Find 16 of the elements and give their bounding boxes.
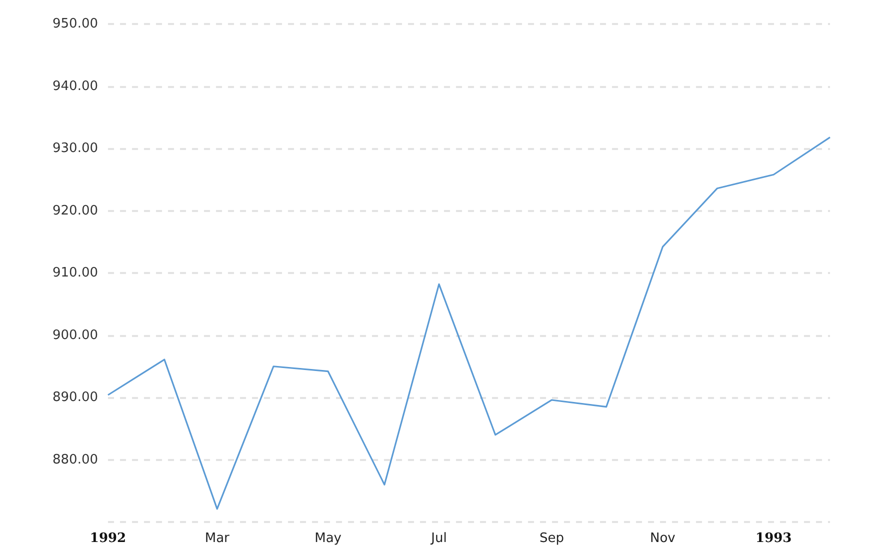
y-tick-label: 950.00 <box>52 16 98 32</box>
x-tick-label: Sep <box>539 531 564 546</box>
y-tick-label: 880.00 <box>52 452 98 468</box>
y-tick-label: 900.00 <box>52 328 98 343</box>
y-tick-label: 920.00 <box>52 203 98 218</box>
y-tick-label: 890.00 <box>52 390 98 405</box>
y-tick-label: 910.00 <box>52 266 98 280</box>
x-tick-label: Jul <box>430 531 447 546</box>
y-tick-label: 930.00 <box>52 141 98 156</box>
line-series <box>107 136 831 510</box>
x-tick-label: 1993 <box>756 531 792 546</box>
x-tick-label: May <box>314 531 342 546</box>
x-tick-label: Mar <box>204 531 230 546</box>
x-tick-label: Nov <box>650 531 676 546</box>
x-tick-label: 1992 <box>90 531 126 546</box>
y-tick-label: 940.00 <box>52 78 98 94</box>
